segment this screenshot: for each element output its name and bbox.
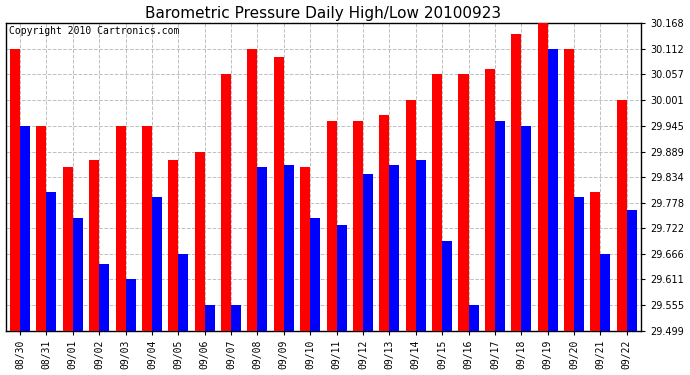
Bar xyxy=(326,121,337,331)
Bar xyxy=(63,167,73,331)
Bar xyxy=(152,197,162,331)
Bar xyxy=(10,49,20,331)
Bar xyxy=(574,197,584,331)
Bar xyxy=(115,126,126,331)
Bar xyxy=(205,305,215,331)
Bar xyxy=(168,160,178,331)
Bar xyxy=(337,225,346,331)
Bar xyxy=(495,121,505,331)
Bar xyxy=(221,74,231,331)
Title: Barometric Pressure Daily High/Low 20100923: Barometric Pressure Daily High/Low 20100… xyxy=(146,6,502,21)
Bar xyxy=(442,241,452,331)
Bar xyxy=(46,192,57,331)
Bar xyxy=(548,49,558,331)
Bar xyxy=(627,210,637,331)
Bar xyxy=(89,160,99,331)
Bar xyxy=(37,126,46,331)
Bar xyxy=(485,69,495,331)
Bar xyxy=(363,174,373,331)
Bar xyxy=(248,49,257,331)
Bar xyxy=(20,126,30,331)
Bar xyxy=(538,23,548,331)
Bar xyxy=(458,74,469,331)
Bar xyxy=(469,305,479,331)
Bar xyxy=(126,279,136,331)
Bar xyxy=(73,218,83,331)
Bar xyxy=(432,74,442,331)
Bar xyxy=(380,115,389,331)
Bar xyxy=(416,160,426,331)
Bar xyxy=(521,126,531,331)
Bar xyxy=(99,264,109,331)
Bar xyxy=(617,100,627,331)
Bar xyxy=(257,167,268,331)
Bar xyxy=(353,121,363,331)
Bar xyxy=(564,49,574,331)
Bar xyxy=(142,126,152,331)
Bar xyxy=(310,218,320,331)
Bar xyxy=(600,254,611,331)
Bar xyxy=(406,100,416,331)
Bar xyxy=(274,57,284,331)
Bar xyxy=(195,152,205,331)
Text: Copyright 2010 Cartronics.com: Copyright 2010 Cartronics.com xyxy=(9,26,179,36)
Bar xyxy=(178,254,188,331)
Bar xyxy=(231,305,241,331)
Bar xyxy=(511,34,521,331)
Bar xyxy=(300,167,310,331)
Bar xyxy=(389,165,400,331)
Bar xyxy=(284,165,294,331)
Bar xyxy=(591,192,600,331)
